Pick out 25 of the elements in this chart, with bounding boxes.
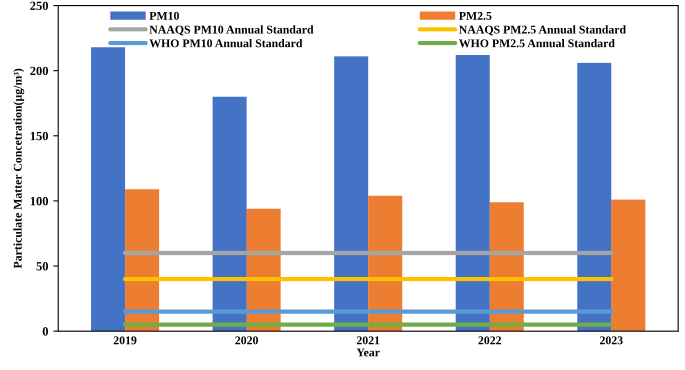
bar	[212, 96, 247, 332]
legend-label: NAAQS PM2.5 Annual Standard	[459, 25, 626, 36]
y-tick-label: 250	[30, 2, 48, 10]
x-tick-label: 2023	[600, 336, 623, 344]
x-tick-label: 2022	[478, 336, 502, 344]
x-tick-label: 2020	[235, 336, 258, 344]
legend-label: WHO PM2.5 Annual Standard	[458, 38, 615, 48]
legend-label: PM2.5	[458, 12, 492, 20]
y-tick-label: 0	[42, 327, 48, 336]
legend-label: PM10	[149, 12, 179, 20]
bar	[611, 200, 646, 332]
y-tick-label: 100	[30, 196, 48, 206]
bar	[456, 55, 490, 332]
x-axis-title: Year	[356, 348, 380, 356]
legend-label: NAAQS PM10 Annual Standard	[149, 25, 314, 36]
x-tick-label: 2019	[114, 336, 136, 344]
y-tick-label: 150	[30, 132, 48, 140]
bar	[577, 62, 612, 332]
bar	[334, 56, 368, 332]
x-tick-label: 2021	[356, 336, 380, 344]
y-tick-label: 50	[36, 262, 48, 270]
y-tick-label: 200	[30, 66, 48, 76]
legend-label: WHO PM10 Annual Standard	[149, 38, 302, 48]
bar	[91, 47, 126, 332]
y-axis-title: Particulate Matter Concetration(µg/m³)	[13, 68, 24, 268]
